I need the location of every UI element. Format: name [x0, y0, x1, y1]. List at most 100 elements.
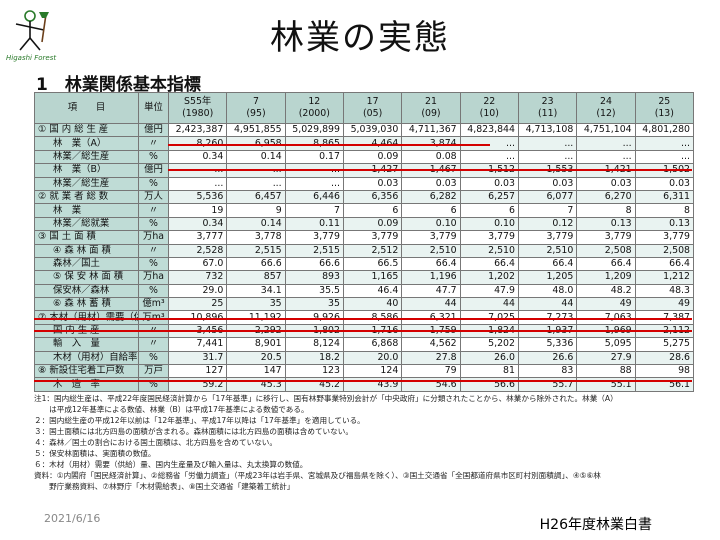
table-cell: 2,510 — [517, 243, 578, 258]
table-cell: 3,779 — [517, 230, 578, 245]
table-cell: 0.09 — [342, 216, 403, 232]
row-unit: % — [138, 216, 169, 232]
column-header-label: 24 — [599, 96, 612, 107]
table-cell: 0.11 — [284, 216, 344, 232]
column-header-label: 21 — [425, 96, 437, 107]
column-header-year: (05) — [363, 108, 383, 119]
column-header-year: (10) — [479, 108, 499, 119]
column-header-label: 25 — [658, 96, 671, 107]
table-row: 林業／総就業% 0.34 0.14 0.11 0.09 0.10 0.10 0.12 0.13 0… — [34, 216, 695, 232]
table-cell: 7 — [517, 203, 578, 218]
table-cell: ... — [634, 149, 695, 165]
table-row: 輸 入 量〃 7,441 8,901 8,124 6,868 4,562 5,202 5,33… — [34, 337, 695, 352]
column-header: 21 (09) — [401, 92, 461, 124]
table-cell: 48.3 — [634, 283, 695, 299]
table-cell: 35 — [226, 297, 286, 312]
indicator-table: 項 目単位 S55年 (1980) 7 (95) 12 (2000) 17 (05) 21 (09)… — [34, 92, 695, 392]
table-cell: 48.0 — [517, 283, 578, 299]
column-header: 単位 — [138, 92, 169, 124]
table-cell: 732 — [167, 270, 228, 285]
table-cell: 47.9 — [459, 283, 519, 299]
row-unit: 億m³ — [138, 297, 169, 312]
row-label: 木材（用材）自給率 — [34, 350, 139, 366]
row-unit: % — [138, 283, 169, 299]
column-header-label: 7 — [253, 96, 259, 107]
table-cell: 6 — [401, 203, 461, 218]
table-cell: 4,464 — [342, 136, 403, 151]
table-cell: ... — [634, 136, 695, 151]
table-cell: 0.03 — [459, 176, 519, 191]
row-label: 保安林／森林 — [34, 283, 139, 299]
table-cell: 2,423,387 — [167, 122, 228, 138]
table-row: 林 業〃 19 9 7 6 6 6 7 8 8 — [34, 203, 695, 218]
section-heading: 1 林業関係基本指標 — [36, 75, 201, 95]
table-cell: 2,510 — [459, 243, 519, 258]
table-cell: 0.10 — [401, 216, 461, 232]
row-label: 林 業 — [34, 203, 139, 218]
table-header-row: 項 目単位 S55年 (1980) 7 (95) 12 (2000) 17 (05) 21 (09)… — [34, 92, 695, 124]
slide-title: 林業の実態 — [270, 18, 450, 58]
table-cell: 2,512 — [342, 243, 403, 258]
table-row: ③ 国 土 面 積万ha 3,777 3,778 3,779 3,779 3,779 3,7… — [34, 230, 695, 245]
table-cell: 27.9 — [576, 350, 636, 366]
column-header-year: (09) — [421, 108, 441, 119]
table-cell: 6,958 — [226, 136, 286, 151]
table-cell: 0.03 — [517, 176, 578, 191]
table-cell: 0.03 — [342, 176, 403, 191]
indicator-table-area: 項 目単位 S55年 (1980) 7 (95) 12 (2000) 17 (05) 21 (09)… — [34, 92, 695, 392]
row-unit: % — [138, 149, 169, 165]
table-cell: ... — [517, 136, 578, 151]
table-cell: 66.6 — [226, 256, 286, 272]
row-label: 森林／国土 — [34, 256, 139, 272]
row-unit: 〃 — [138, 243, 169, 258]
note-line: ５：保安林面積は、実面積の数値。 — [34, 449, 156, 458]
stick-figure-logo-icon — [15, 10, 49, 51]
note-line: は平成12年基準による数値、林業（B）は平成17年基準による数値である。 — [34, 405, 309, 414]
table-cell: 44 — [459, 297, 519, 312]
table-cell: 0.17 — [284, 149, 344, 165]
row-unit: 万人 — [138, 189, 169, 205]
table-cell: 6,077 — [517, 189, 578, 205]
highlight-line-housing-starts — [34, 380, 692, 382]
table-cell: ... — [576, 149, 636, 165]
table-cell: 1,212 — [634, 270, 695, 285]
column-header: S55年 (1980) — [167, 92, 228, 124]
table-cell: 3,779 — [459, 230, 519, 245]
table-row: ⑥ 森 林 蓄 積億m³ 25 35 35 40 44 44 44 49 49 — [34, 297, 695, 312]
table-row: 林業／総生産%......... 0.03 0.03 0.03 0.03 0.03 0.03 — [34, 176, 695, 191]
row-label: ⑤ 保 安 林 面 積 — [34, 270, 139, 285]
column-header-label: 23 — [541, 96, 554, 107]
table-cell: 5,536 — [167, 189, 228, 205]
table-cell: 6,270 — [576, 189, 636, 205]
row-label: ③ 国 土 面 積 — [34, 230, 139, 245]
note-line: 野庁業務資料、⑦林野庁「木材需給表」、⑧国土交通省「建築着工統計」 — [34, 482, 295, 491]
column-header: 12 (2000) — [284, 92, 344, 124]
table-cell: 6,457 — [226, 189, 286, 205]
row-label: 林 業（B） — [34, 163, 139, 178]
table-cell: 3,779 — [576, 230, 636, 245]
table-cell: 46.4 — [342, 283, 403, 299]
note-line: ２：国内総生産の平成12年以前は「12年基準」、平成17年以降は「17年基準」を… — [34, 416, 365, 425]
table-row: 森林／国土% 67.0 66.6 66.6 66.5 66.4 66.4 66.4 66.4 66… — [34, 256, 695, 272]
table-row: 木材（用材）自給率% 31.7 20.5 18.2 20.0 27.8 26.0 26.6 27… — [34, 350, 695, 366]
column-header-year: (2000) — [298, 108, 330, 119]
slide-source: H26年度林業白書 — [539, 517, 652, 533]
table-cell: 7,441 — [167, 337, 228, 352]
column-header-label: 12 — [308, 96, 321, 107]
row-label: 輸 入 量 — [34, 337, 139, 352]
table-cell: 29.0 — [167, 283, 228, 299]
column-header-label: 項 目 — [67, 102, 106, 113]
table-cell: 1,202 — [459, 270, 519, 285]
table-cell: 28.6 — [634, 350, 695, 366]
table-cell: ... — [167, 176, 228, 191]
row-label: 林 業（A） — [34, 136, 139, 151]
table-cell: 0.09 — [342, 149, 403, 165]
table-cell: 4,751,104 — [576, 122, 636, 138]
table-cell: 35 — [284, 297, 344, 312]
table-cell: 7 — [284, 203, 344, 218]
table-cell: 35.5 — [284, 283, 344, 299]
table-cell: 81 — [459, 364, 519, 379]
table-cell: 8,260 — [167, 136, 228, 151]
column-header-label: 単位 — [144, 102, 163, 113]
table-cell: 3,779 — [342, 230, 403, 245]
